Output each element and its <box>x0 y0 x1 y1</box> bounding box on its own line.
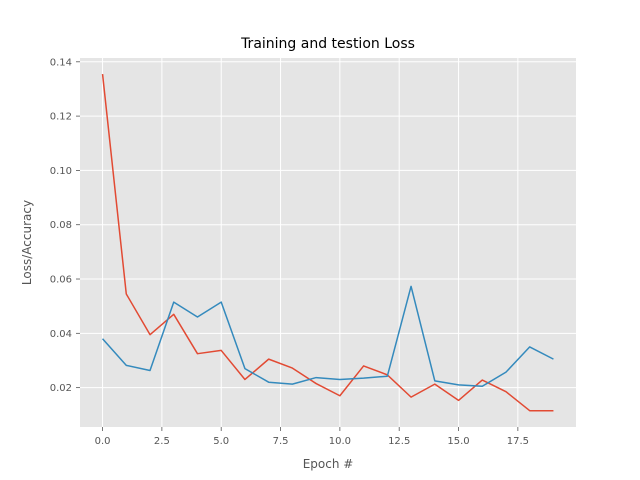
y-tick-label: 0.10 <box>50 166 72 177</box>
y-axis: 0.02 0.04 0.06 0.08 0.10 0.12 0.14 <box>50 57 80 394</box>
y-tick-label: 0.06 <box>50 275 72 286</box>
y-tick-label: 0.04 <box>50 329 72 340</box>
y-tick-label: 0.02 <box>50 383 72 394</box>
x-tick-label: 0.0 <box>95 436 111 447</box>
x-tick-label: 10.0 <box>329 436 351 447</box>
x-tick-label: 17.5 <box>507 436 529 447</box>
series-lines <box>101 73 554 412</box>
chart-title: Training and testion Loss <box>240 36 415 52</box>
x-tick-label: 2.5 <box>154 436 170 447</box>
grid <box>80 58 576 427</box>
x-tick-label: 15.0 <box>447 436 469 447</box>
x-tick-label: 12.5 <box>388 436 410 447</box>
y-axis-title: Loss/Accuracy <box>20 200 34 285</box>
x-tick-label: 5.0 <box>213 436 229 447</box>
y-tick-label: 0.14 <box>50 57 72 68</box>
y-tick-label: 0.08 <box>50 220 72 231</box>
y-tick-label: 0.12 <box>50 112 72 123</box>
plot-area <box>80 58 576 427</box>
x-axis-title: Epoch # <box>303 457 354 471</box>
series-line-1 <box>101 73 554 412</box>
x-tick-label: 7.5 <box>273 436 289 447</box>
x-axis: 0.0 2.5 5.0 7.5 10.0 12.5 15.0 17.5 <box>95 427 529 447</box>
series-line-2 <box>101 285 554 388</box>
